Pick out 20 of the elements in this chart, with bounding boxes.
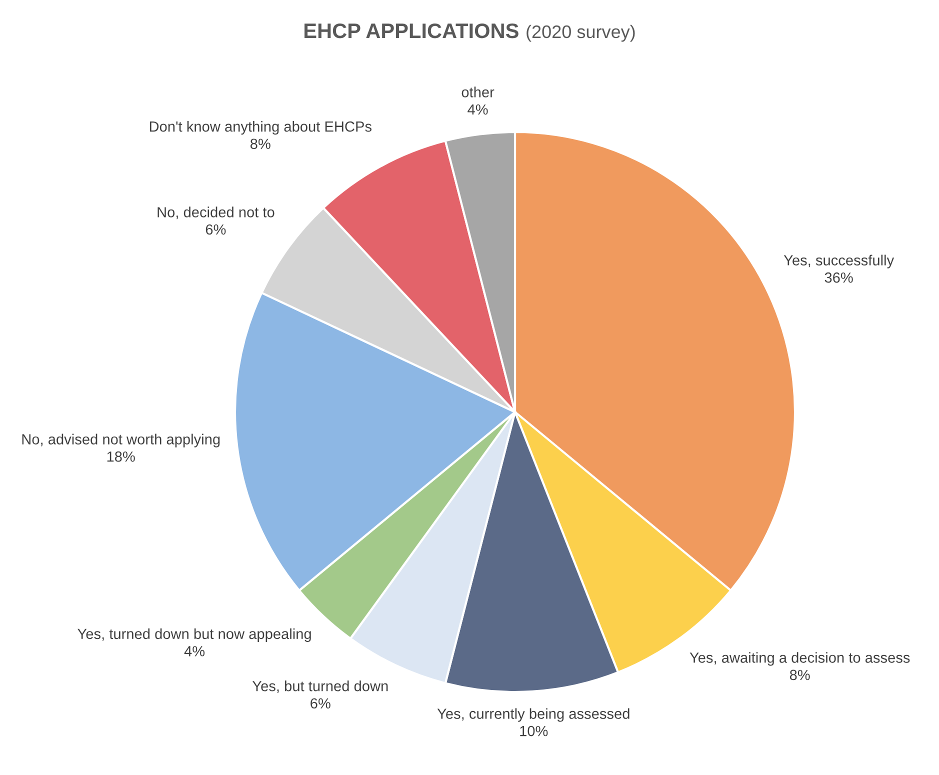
- data-label: 10%: [520, 726, 548, 736]
- data-label: 6%: [206, 224, 226, 235]
- slice-label: Yes, awaiting a decision to assess: [690, 652, 910, 666]
- slice-label: Yes, currently being assessed: [437, 708, 630, 722]
- data-label: 8%: [790, 670, 810, 680]
- data-label: 8%: [250, 138, 270, 150]
- data-label: 4%: [468, 104, 488, 115]
- data-label: 4%: [184, 646, 205, 656]
- slice-label: Yes, but turned down: [252, 680, 388, 693]
- slice-label: No, decided not to: [158, 206, 274, 220]
- slice-label: other: [462, 86, 494, 98]
- chart-title: EHCP APPLICATIONS: [304, 23, 518, 38]
- data-label: 18%: [107, 451, 135, 462]
- chart-subtitle: (2020 survey): [526, 24, 635, 42]
- slice-label: Yes, successfully: [784, 254, 894, 268]
- data-label: 36%: [824, 272, 853, 283]
- slice-label: No, advised not worth applying: [22, 434, 220, 448]
- slice-label: Don't know anything about EHCPs: [150, 121, 372, 135]
- data-label: 6%: [310, 698, 330, 709]
- slice-label: Yes, turned down but now appealing: [78, 628, 311, 642]
